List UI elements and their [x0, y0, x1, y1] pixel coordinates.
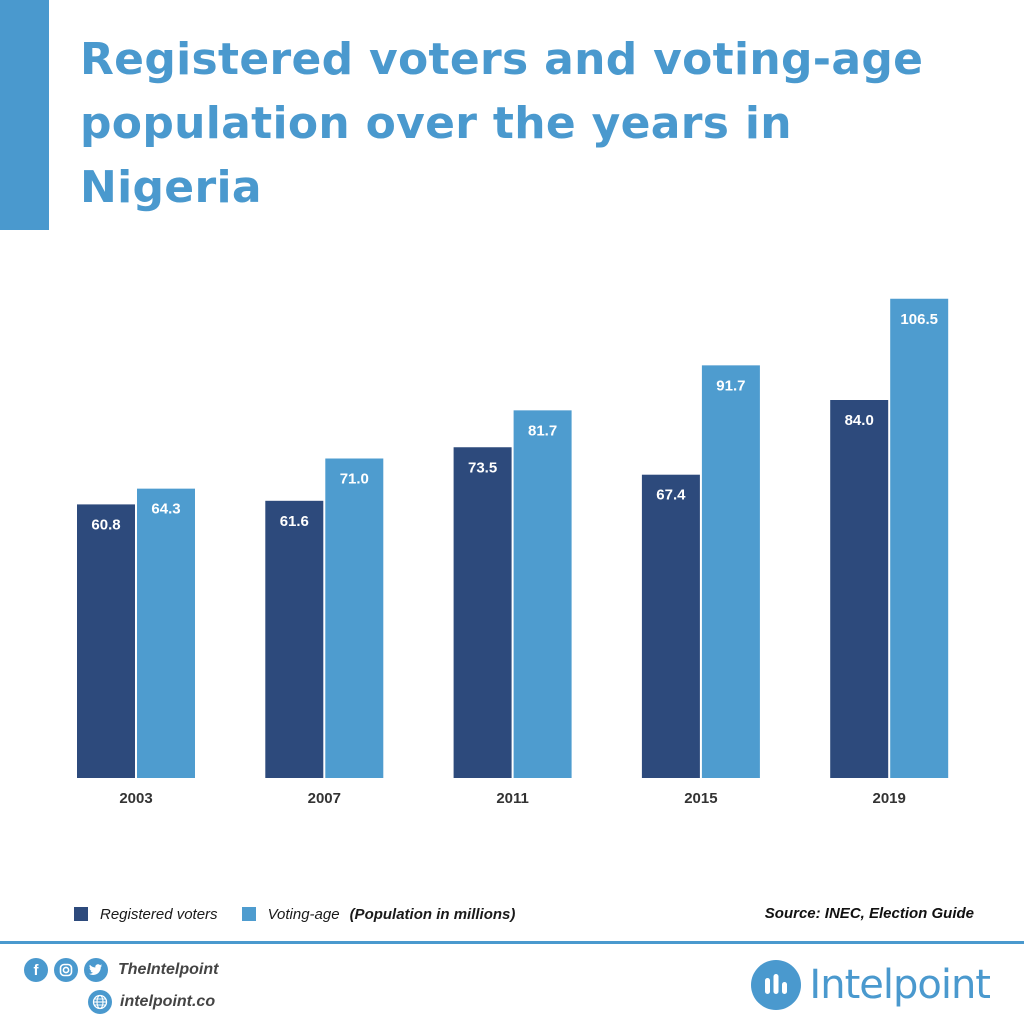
footer-divider: [0, 941, 1024, 944]
unit-note: (Population in millions): [349, 905, 516, 923]
data-label-registered-2007: 61.6: [280, 513, 309, 530]
brand-name: Intelpoint: [809, 962, 991, 1008]
bar-registered-2003: [77, 504, 135, 778]
globe-icon: [88, 990, 112, 1014]
x-tick-label-2003: 2003: [119, 790, 152, 807]
social-handle[interactable]: TheIntelpoint: [118, 961, 219, 978]
page-title: Registered voters and voting-age populat…: [80, 34, 924, 213]
bar-registered-2019: [830, 400, 889, 778]
data-label-voting-age-2019: 106.5: [900, 311, 938, 328]
legend-item-voting-age: Voting-age: [241, 905, 340, 923]
instagram-icon[interactable]: [54, 958, 78, 982]
bar-voting-age-2003: [137, 488, 195, 778]
social-links: f TheIntelpoint: [24, 958, 218, 982]
bar-voting-age-2019: [890, 298, 949, 778]
twitter-icon[interactable]: [84, 958, 108, 982]
facebook-icon[interactable]: f: [24, 958, 48, 982]
data-label-registered-2015: 67.4: [656, 487, 686, 504]
x-tick-label-2015: 2015: [684, 790, 717, 807]
website-link[interactable]: intelpoint.co: [88, 990, 215, 1014]
x-tick-label-2007: 2007: [308, 790, 341, 807]
bar-registered-2015: [641, 474, 700, 778]
intelpoint-logo-icon: [751, 960, 802, 1010]
data-label-voting-age-2007: 71.0: [340, 471, 369, 488]
bar-registered-2011: [453, 447, 512, 778]
data-label-voting-age-2015: 91.7: [716, 377, 745, 394]
brand-logo: Intelpoint: [751, 960, 991, 1010]
bar-voting-age-2015: [701, 365, 760, 778]
title-accent-bar: [0, 0, 49, 230]
legend-label-voting-age: Voting-age: [267, 905, 340, 923]
source-note: Source: INEC, Election Guide: [764, 905, 974, 922]
website-label: intelpoint.co: [120, 993, 216, 1010]
data-label-voting-age-2011: 81.7: [528, 422, 557, 439]
legend: Registered voters Voting-age (Population…: [74, 903, 515, 925]
bar-voting-age-2011: [513, 410, 572, 778]
bar-registered-2007: [265, 500, 324, 778]
data-label-registered-2003: 60.8: [91, 516, 120, 533]
data-label-voting-age-2003: 64.3: [151, 501, 180, 518]
legend-swatch-voting-age: [241, 907, 256, 921]
x-tick-label-2019: 2019: [873, 790, 906, 807]
data-label-registered-2019: 84.0: [845, 412, 874, 429]
legend-item-registered: Registered voters: [74, 906, 218, 923]
data-label-registered-2011: 73.5: [468, 459, 497, 476]
x-tick-label-2011: 2011: [496, 790, 529, 807]
legend-label-registered: Registered voters: [100, 905, 218, 923]
bar-voting-age-2007: [325, 458, 384, 778]
legend-swatch-registered: [74, 907, 88, 921]
